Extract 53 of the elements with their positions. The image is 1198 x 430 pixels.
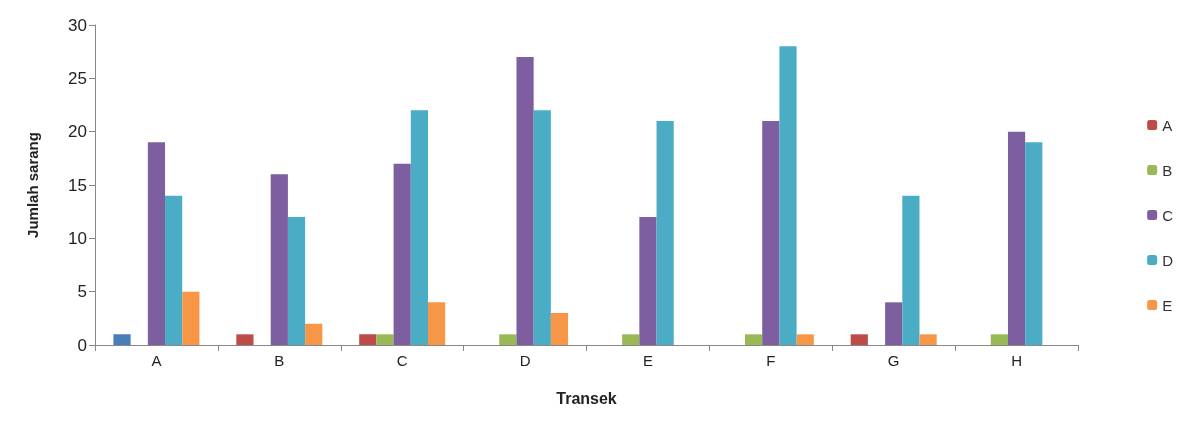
bar bbox=[359, 334, 377, 345]
bar bbox=[516, 57, 534, 345]
y-tick-label: 15 bbox=[68, 175, 87, 195]
bar bbox=[639, 217, 657, 345]
bar bbox=[270, 174, 288, 345]
bar bbox=[885, 302, 903, 345]
x-tick-label: E bbox=[642, 352, 653, 369]
bar bbox=[990, 334, 1008, 345]
legend-label: E bbox=[1162, 296, 1173, 314]
bar bbox=[779, 46, 797, 345]
y-tick-label: 10 bbox=[68, 228, 87, 248]
legend-label: A bbox=[1162, 116, 1173, 134]
bar bbox=[902, 195, 920, 345]
bar bbox=[113, 334, 131, 345]
bar bbox=[656, 121, 674, 345]
legend-label: D bbox=[1162, 251, 1174, 269]
bar bbox=[287, 217, 306, 345]
bar bbox=[550, 313, 569, 345]
y-axis-title: Jumlah sarang bbox=[24, 132, 41, 238]
x-tick-label: A bbox=[151, 352, 162, 369]
bar bbox=[796, 334, 814, 345]
bar bbox=[850, 334, 868, 345]
bar bbox=[919, 334, 937, 345]
x-tick-label: B bbox=[274, 352, 285, 369]
legend-label: B bbox=[1162, 161, 1173, 179]
bar bbox=[499, 334, 517, 345]
x-tick-label: G bbox=[887, 352, 900, 369]
y-tick-label: 5 bbox=[77, 282, 87, 302]
bar bbox=[1025, 142, 1043, 345]
bar bbox=[427, 302, 446, 345]
x-axis-title: Transek bbox=[556, 389, 617, 407]
y-tick-label: 30 bbox=[68, 15, 87, 35]
bar bbox=[182, 291, 200, 345]
bar bbox=[745, 334, 763, 345]
bar bbox=[147, 142, 166, 345]
x-tick-label: D bbox=[519, 352, 531, 369]
bar bbox=[762, 121, 780, 345]
y-tick-label: 0 bbox=[77, 335, 87, 355]
bar bbox=[1007, 131, 1026, 345]
y-tick-label: 20 bbox=[68, 122, 87, 142]
bar bbox=[410, 110, 428, 345]
x-tick-label: C bbox=[396, 352, 408, 369]
x-tick-label: H bbox=[1011, 352, 1022, 369]
bar bbox=[305, 323, 323, 345]
x-tick-label: F bbox=[766, 352, 776, 369]
legend-label: C bbox=[1162, 206, 1174, 224]
bar bbox=[533, 110, 551, 345]
bar bbox=[165, 195, 183, 345]
bar bbox=[376, 334, 394, 345]
bar bbox=[393, 163, 411, 345]
y-tick-label: 25 bbox=[68, 68, 87, 88]
bar bbox=[236, 334, 254, 345]
bar bbox=[622, 334, 640, 345]
